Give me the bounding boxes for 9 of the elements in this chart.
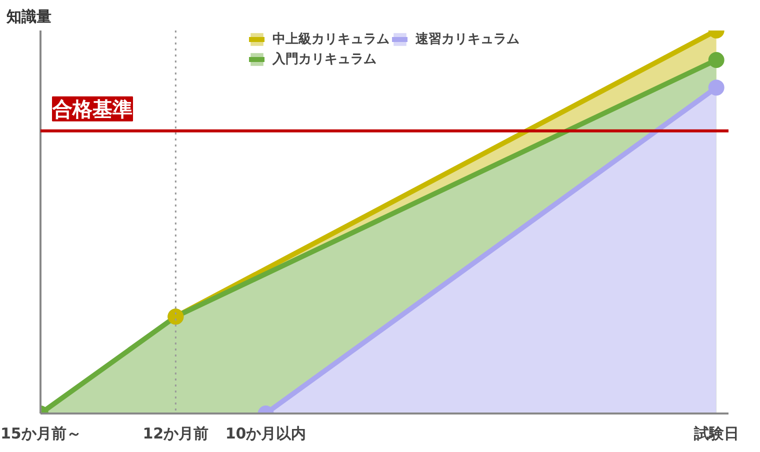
x-tick-label: 15か月前～ bbox=[0, 424, 82, 442]
x-tick-label: 試験日 bbox=[692, 424, 739, 442]
legend-label: 速習カリキュラム bbox=[416, 31, 520, 48]
ref-line-label: 合格基準 bbox=[52, 96, 132, 121]
y-axis-title: 知識量 bbox=[6, 8, 52, 26]
legend-label: 入門カリキュラム bbox=[272, 50, 376, 68]
x-tick-label: 12か月前 bbox=[142, 424, 209, 442]
legend-label: 中上級カリキュラム bbox=[272, 31, 390, 48]
x-tick-label: 10か月以内 bbox=[225, 424, 306, 442]
